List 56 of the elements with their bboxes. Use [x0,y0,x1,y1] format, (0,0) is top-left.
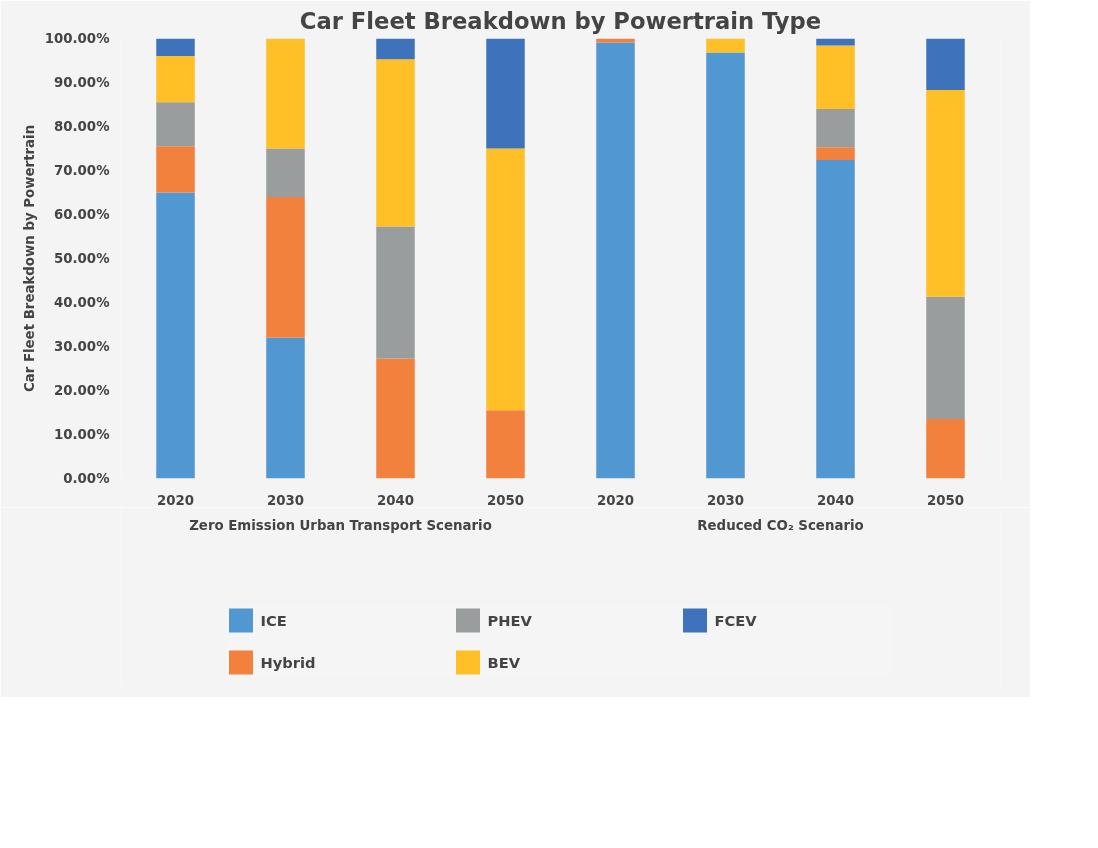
bar [376,59,415,227]
legend-label: Hybrid [260,653,317,671]
text: Reduced CO₂ Scenario [697,517,864,533]
x-tick-label: 2020 [596,492,635,508]
bar [156,102,195,147]
bar [816,108,855,148]
bar [706,52,745,479]
legend-label: FCEV [714,611,758,629]
bar [266,148,305,197]
y-tick-label: 0.00% [63,471,110,486]
y-tick-label: 80.00% [53,119,110,134]
bar [926,38,965,90]
y-tick-label: 60.00% [53,207,110,222]
y-tick-label: 40.00% [53,295,110,310]
x-tick-label: 2020 [156,492,195,508]
bar [156,146,195,193]
legend-label: ICE [260,611,288,629]
bar [266,38,305,149]
y-tick-label: 10.00% [53,427,110,442]
bar [156,38,195,57]
bar [486,148,525,411]
bar [266,337,305,479]
bar [816,147,855,160]
bar [816,38,855,46]
bar [926,89,965,297]
y-tick-label: 20.00% [53,383,110,398]
bar [486,410,525,479]
x-tick-label: 2040 [376,492,415,508]
y-axis-title: Car Fleet Breakdown by Powertrain [21,124,37,393]
x-tick-label: 2050 [926,492,965,508]
chart-title: Car Fleet Breakdown by Powertrain Type [299,7,822,34]
bar [156,56,195,103]
x-tick-label: 2050 [486,492,525,508]
y-tick-label: 50.00% [53,251,110,266]
bar [486,38,525,149]
x-tick-label: 2030 [706,492,745,508]
bar [926,296,965,420]
bar [596,42,635,479]
bar [376,226,415,359]
legend-label: PHEV [487,611,533,629]
bar [816,159,855,479]
bar [376,38,415,60]
text: Zero Emission Urban Transport Scenario [189,517,492,533]
bar [266,196,305,338]
bar [816,45,855,109]
bar [376,358,415,479]
bar [926,419,965,479]
y-tick-label: 90.00% [53,75,110,90]
x-tick-label: 2030 [266,492,305,508]
bar [706,38,745,53]
y-tick-label: 30.00% [53,339,110,354]
y-tick-label: 70.00% [53,163,110,178]
y-tick-label: 100.00% [44,31,110,46]
legend-label: BEV [487,653,522,671]
x-tick-label: 2040 [816,492,855,508]
bar [156,192,195,479]
